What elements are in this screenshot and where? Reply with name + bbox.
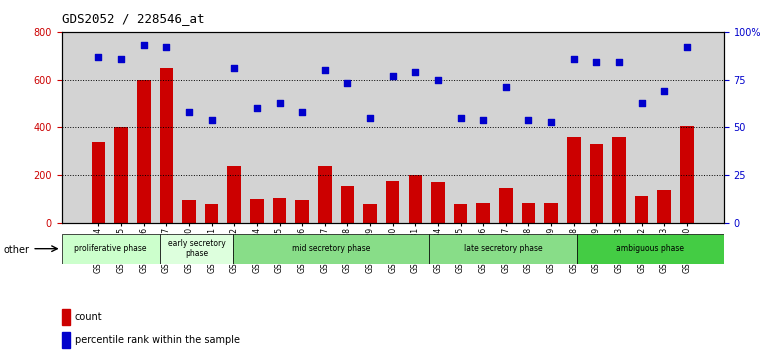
Point	[432, 77, 444, 82]
Bar	[318, 166, 332, 223]
Point	[319, 67, 331, 73]
Text: ambiguous phase: ambiguous phase	[616, 244, 685, 253]
Bar	[658, 190, 671, 223]
Text: proliferative phase: proliferative phase	[75, 244, 147, 253]
Bar	[409, 175, 422, 223]
Point	[409, 69, 421, 75]
Point	[681, 44, 693, 50]
Point	[206, 117, 218, 122]
Point	[500, 85, 512, 90]
Bar	[114, 127, 128, 223]
Bar	[159, 68, 173, 223]
Bar	[454, 204, 467, 223]
Text: early secretory
phase: early secretory phase	[168, 239, 226, 258]
Text: other: other	[4, 245, 30, 255]
Bar	[590, 144, 603, 223]
Bar	[634, 195, 648, 223]
Bar	[137, 80, 151, 223]
Bar	[205, 204, 219, 223]
Text: count: count	[75, 312, 102, 322]
Point	[92, 54, 105, 59]
Bar	[273, 198, 286, 223]
Bar	[430, 234, 577, 264]
Bar	[250, 199, 263, 223]
Bar	[386, 181, 400, 223]
Bar	[544, 203, 558, 223]
Point	[454, 115, 467, 121]
Point	[477, 117, 490, 122]
Point	[341, 81, 353, 86]
Bar	[577, 234, 724, 264]
Bar	[92, 142, 105, 223]
Point	[228, 65, 240, 71]
Point	[658, 88, 671, 94]
Point	[567, 56, 580, 62]
Bar	[680, 126, 694, 223]
Bar	[612, 137, 626, 223]
Point	[591, 59, 603, 65]
Bar	[477, 203, 490, 223]
Bar	[567, 137, 581, 223]
Point	[138, 42, 150, 48]
Bar	[522, 203, 535, 223]
Point	[364, 115, 377, 121]
Bar	[159, 234, 233, 264]
Point	[635, 100, 648, 105]
Point	[115, 56, 127, 62]
Bar	[340, 186, 354, 223]
Bar	[62, 234, 159, 264]
Point	[273, 100, 286, 105]
Bar	[233, 234, 430, 264]
Bar	[62, 332, 70, 348]
Text: percentile rank within the sample: percentile rank within the sample	[75, 335, 239, 346]
Bar	[296, 200, 309, 223]
Point	[387, 73, 399, 79]
Point	[545, 119, 557, 125]
Text: late secretory phase: late secretory phase	[464, 244, 542, 253]
Bar	[182, 200, 196, 223]
Point	[160, 44, 172, 50]
Point	[296, 109, 308, 115]
Point	[182, 109, 195, 115]
Text: GDS2052 / 228546_at: GDS2052 / 228546_at	[62, 12, 204, 25]
Bar	[62, 309, 70, 325]
Point	[251, 105, 263, 111]
Bar	[363, 204, 377, 223]
Bar	[431, 182, 445, 223]
Bar	[227, 166, 241, 223]
Point	[613, 59, 625, 65]
Text: mid secretory phase: mid secretory phase	[292, 244, 370, 253]
Bar	[499, 188, 513, 223]
Point	[522, 117, 534, 122]
